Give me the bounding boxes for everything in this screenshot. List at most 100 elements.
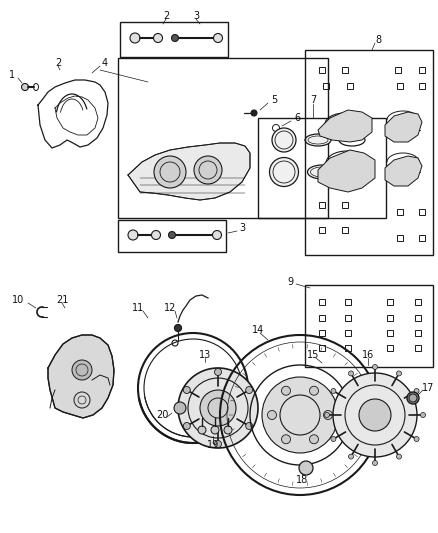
Ellipse shape (174, 325, 181, 332)
Bar (319, 202, 325, 208)
Bar (319, 315, 325, 321)
Text: 16: 16 (362, 350, 374, 360)
Text: 9: 9 (287, 277, 293, 287)
Bar (305, 50, 433, 255)
Bar (397, 235, 403, 241)
Bar (419, 235, 425, 241)
Bar (419, 83, 425, 89)
Bar (258, 118, 386, 218)
Bar (387, 299, 393, 305)
Text: 4: 4 (102, 58, 108, 68)
Bar (345, 299, 351, 305)
Text: 1: 1 (9, 70, 15, 80)
Text: 14: 14 (252, 325, 264, 335)
Text: 11: 11 (132, 303, 144, 313)
Ellipse shape (152, 230, 160, 239)
Circle shape (198, 426, 206, 434)
Circle shape (211, 426, 219, 434)
Circle shape (331, 389, 336, 393)
Bar (387, 345, 393, 351)
Circle shape (359, 399, 391, 431)
Circle shape (333, 373, 417, 457)
Bar (387, 315, 393, 321)
Bar (319, 227, 325, 233)
Bar (419, 67, 425, 73)
Bar (342, 202, 348, 208)
Text: 13: 13 (199, 350, 211, 360)
Text: 20: 20 (156, 410, 168, 420)
Circle shape (262, 377, 338, 453)
Circle shape (396, 454, 402, 459)
Circle shape (224, 426, 232, 434)
Bar (118, 220, 226, 252)
Circle shape (414, 389, 419, 393)
Bar (415, 345, 421, 351)
Circle shape (282, 435, 290, 444)
Text: 8: 8 (375, 35, 381, 45)
Circle shape (372, 461, 378, 465)
Bar (319, 330, 325, 336)
Ellipse shape (213, 34, 223, 43)
Circle shape (420, 413, 425, 417)
Bar (323, 83, 329, 89)
Bar (415, 315, 421, 321)
Text: 19: 19 (207, 440, 219, 450)
Text: 17: 17 (422, 383, 434, 393)
Circle shape (178, 368, 258, 448)
Ellipse shape (272, 128, 296, 152)
Bar (342, 67, 348, 73)
Ellipse shape (130, 33, 140, 43)
Text: 3: 3 (239, 223, 245, 233)
Ellipse shape (409, 394, 417, 402)
Circle shape (154, 156, 186, 188)
Bar (419, 209, 425, 215)
Ellipse shape (128, 230, 138, 240)
Circle shape (349, 371, 353, 376)
Circle shape (215, 368, 222, 376)
Circle shape (414, 437, 419, 441)
Polygon shape (48, 335, 114, 418)
Bar (120, 22, 228, 57)
Circle shape (310, 386, 318, 395)
Circle shape (72, 360, 92, 380)
Ellipse shape (212, 230, 222, 239)
Polygon shape (385, 156, 422, 186)
Circle shape (268, 410, 276, 419)
Circle shape (174, 402, 186, 414)
Ellipse shape (21, 84, 28, 91)
Circle shape (324, 410, 332, 419)
Bar (415, 299, 421, 305)
Text: 6: 6 (294, 113, 300, 123)
Text: 3: 3 (193, 11, 199, 21)
Circle shape (299, 461, 313, 475)
Polygon shape (385, 112, 422, 142)
Ellipse shape (172, 35, 179, 42)
Text: 21: 21 (56, 295, 68, 305)
Ellipse shape (153, 34, 162, 43)
Bar (319, 299, 325, 305)
Polygon shape (128, 143, 250, 200)
Text: 7: 7 (310, 95, 316, 105)
Circle shape (349, 454, 353, 459)
Bar (415, 330, 421, 336)
Ellipse shape (407, 392, 419, 404)
Circle shape (310, 435, 318, 444)
Bar (395, 67, 401, 73)
Circle shape (246, 386, 253, 393)
Circle shape (200, 390, 236, 426)
Bar (387, 330, 393, 336)
Polygon shape (318, 110, 372, 142)
Circle shape (184, 386, 191, 393)
Bar (118, 58, 328, 218)
Circle shape (194, 156, 222, 184)
Text: 5: 5 (271, 95, 277, 105)
Polygon shape (318, 150, 375, 192)
Bar (397, 83, 403, 89)
Ellipse shape (305, 134, 331, 146)
Bar (305, 285, 433, 367)
Circle shape (184, 423, 191, 430)
Text: 18: 18 (296, 475, 308, 485)
Bar (345, 330, 351, 336)
Bar (345, 315, 351, 321)
Circle shape (372, 365, 378, 369)
